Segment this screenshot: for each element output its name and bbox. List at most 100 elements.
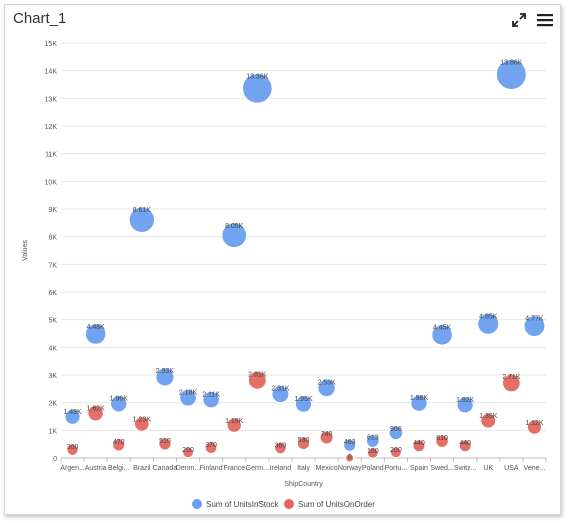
data-label: 13.86K	[500, 60, 523, 67]
chart-toolbar	[510, 11, 554, 29]
x-tick-label: Brazil	[133, 465, 151, 472]
bubble-units-in-stock	[221, 222, 248, 249]
data-label: 1.23K	[133, 417, 152, 424]
x-axis-title: ShipCountry	[284, 481, 323, 488]
data-label: 8.61K	[133, 207, 152, 214]
x-tick-label: Poland	[362, 465, 384, 472]
bubble-units-on-order	[367, 447, 379, 459]
bubble-units-in-stock	[179, 388, 197, 407]
bubble-units-in-stock	[155, 367, 175, 387]
data-label: 906	[390, 426, 402, 433]
legend-marker	[192, 499, 202, 509]
x-tick-label: Switz...	[454, 465, 477, 472]
data-label: 440	[459, 440, 471, 447]
menu-icon[interactable]	[536, 11, 554, 29]
data-label: 4.77K	[525, 316, 544, 323]
data-label: 2.53K	[317, 379, 336, 386]
data-label: 8.05K	[225, 223, 244, 230]
data-label: 13.36K	[246, 74, 269, 81]
y-tick-label: 11K	[45, 152, 57, 159]
bubble-units-on-order	[226, 417, 242, 433]
x-tick-label: Portu...	[385, 465, 408, 472]
y-tick-label: 10K	[45, 179, 58, 186]
data-label: 2.93K	[156, 368, 175, 375]
bubble-units-in-stock	[523, 315, 546, 337]
bubble-units-on-order	[412, 439, 426, 453]
bubble-units-in-stock	[495, 59, 527, 91]
data-label: 613	[367, 435, 379, 442]
bubble-units-on-order	[87, 404, 104, 422]
data-label: 1.98K	[410, 395, 429, 402]
data-label: 200	[390, 447, 402, 454]
y-tick-label: 12K	[45, 124, 58, 131]
x-tick-label: UK	[483, 465, 493, 472]
bubble-units-on-order	[134, 416, 150, 432]
x-tick-label: Mexico	[316, 465, 338, 472]
y-tick-label: 5K	[48, 318, 57, 325]
expand-icon[interactable]	[510, 11, 528, 29]
legend-label: Sum of UnitsInStock	[206, 500, 279, 509]
bubble-units-on-order	[274, 441, 287, 455]
bubble-units-in-stock	[343, 438, 357, 452]
data-label: 2.11K	[202, 391, 220, 398]
x-tick-label: Swed...	[430, 465, 453, 472]
x-tick-label: France	[223, 465, 245, 472]
bubble-units-in-stock	[110, 395, 128, 413]
x-tick-label: Belgi...	[108, 465, 129, 472]
x-tick-label: USA	[504, 465, 519, 472]
data-label: 1.49K	[63, 409, 82, 416]
data-label: 1.96K	[110, 396, 129, 403]
bubble-units-in-stock	[456, 396, 474, 414]
bubble-units-in-stock	[294, 395, 313, 413]
x-tick-label: Denm...	[176, 465, 201, 472]
bubble-units-on-order	[480, 412, 497, 429]
y-tick-label: 6K	[48, 290, 57, 297]
bubble-units-on-order	[158, 437, 172, 451]
data-label: 510	[159, 438, 171, 445]
bubble-units-on-order	[435, 434, 449, 448]
bubble-units-in-stock	[128, 206, 156, 233]
y-tick-label: 3K	[48, 373, 57, 380]
bubble-units-on-order	[345, 453, 355, 463]
x-tick-label: Norway	[338, 465, 362, 472]
data-label: 360	[275, 442, 287, 449]
data-label: 2.18K	[179, 389, 198, 396]
data-label: 610	[436, 435, 448, 442]
bubble-units-on-order	[66, 443, 79, 456]
y-tick-label: 15K	[45, 41, 58, 48]
data-label: 440	[413, 440, 425, 447]
data-label: 463	[344, 439, 356, 446]
data-label: 2.31K	[271, 386, 290, 393]
y-tick-label: 0	[53, 456, 57, 463]
x-tick-label: Vene...	[524, 465, 546, 472]
y-tick-label: 14K	[45, 69, 58, 76]
bubble-units-on-order	[458, 439, 472, 453]
y-tick-label: 9K	[48, 207, 57, 214]
x-tick-label: Canada	[153, 465, 178, 472]
y-tick-label: 13K	[45, 96, 58, 103]
bubble-units-in-stock	[317, 378, 336, 398]
legend-label: Sum of UnitsOnOrder	[298, 500, 375, 509]
x-tick-label: Austria	[85, 465, 107, 472]
data-label: 0	[348, 454, 352, 461]
bubble-units-in-stock	[477, 312, 500, 335]
data-label: 370	[205, 442, 217, 449]
legend-marker	[284, 499, 294, 509]
data-label: 4.45K	[433, 325, 452, 332]
bubble-units-in-stock	[202, 390, 220, 409]
bubble-units-in-stock	[431, 324, 453, 346]
x-tick-label: Germ...	[246, 465, 269, 472]
data-label: 1.62K	[86, 405, 105, 412]
data-label: 740	[321, 431, 333, 438]
data-label: 1.12K	[525, 420, 544, 427]
bubble-units-on-order	[390, 446, 402, 459]
bubble-units-on-order	[501, 373, 521, 393]
data-label: 530	[298, 437, 310, 444]
y-tick-label: 4K	[48, 345, 57, 352]
y-axis-title: Values	[22, 240, 29, 261]
data-label: 200	[182, 447, 194, 454]
data-label: 1.35K	[479, 413, 498, 420]
bubble-units-on-order	[182, 446, 194, 459]
bubble-units-on-order	[526, 419, 543, 435]
